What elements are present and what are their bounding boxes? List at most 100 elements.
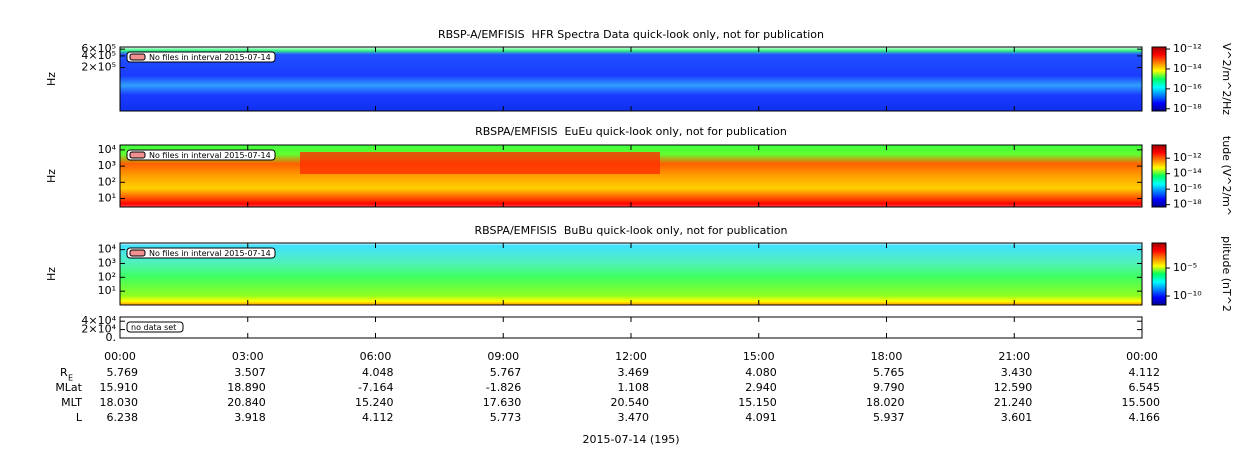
panel-title: RBSP-A/EMFISIS HFR Spectra Data quick-lo…: [438, 28, 824, 41]
ephemeris-value: 2.940: [745, 381, 777, 394]
ephemeris-value: 6.545: [1129, 381, 1161, 394]
spectrogram: [120, 47, 1142, 111]
ephemeris-value: 5.767: [490, 366, 522, 379]
ephemeris-value: 3.507: [234, 366, 266, 379]
colorbar-tick-label: 10⁻¹⁴: [1173, 167, 1202, 180]
ephemeris-value: 4.166: [1129, 411, 1161, 424]
ephemeris-value: 5.769: [107, 366, 139, 379]
ephemeris-value: 21.240: [994, 396, 1033, 409]
colorbar-tick-label: 10⁻¹⁶: [1173, 182, 1202, 195]
ephemeris-value: 18.030: [100, 396, 139, 409]
x-tick-label: 15:00: [743, 350, 775, 363]
panel-title: RBSPA/EMFISIS EuEu quick-look only, not …: [475, 125, 787, 138]
note: no data set: [131, 323, 176, 332]
colorbar-tick-label: 10⁻¹⁸: [1173, 102, 1202, 115]
colorbar-tick-label: 10⁻¹²: [1173, 42, 1202, 55]
colorbar-label: plitude (nT^2: [1220, 236, 1233, 312]
note-box: [126, 247, 276, 259]
ephemeris-value: 1.108: [618, 381, 650, 394]
y-tick-label: 10¹: [98, 284, 116, 297]
ephemeris-subscript: E: [68, 374, 73, 383]
ephemeris-value: 15.500: [1122, 396, 1161, 409]
x-tick-label: 21:00: [998, 350, 1030, 363]
note: No files in interval 2015-07-14: [149, 151, 271, 160]
y-tick-label: 6×10⁵: [81, 42, 116, 55]
note-box: [126, 149, 276, 161]
ephemeris-label: R: [60, 366, 68, 379]
colorbar: [1151, 46, 1167, 112]
ephemeris-value: 18.890: [227, 381, 266, 394]
colorbar: [1151, 242, 1167, 306]
colorbar-tick-label: 10⁻⁵: [1173, 261, 1197, 274]
ephemeris-value: 3.470: [618, 411, 650, 424]
x-tick-label: 03:00: [232, 350, 264, 363]
ephemeris-value: 20.540: [611, 396, 650, 409]
ephemeris-value: 3.601: [1001, 411, 1033, 424]
colorbar-tick-label: 10⁻¹⁰: [1173, 289, 1202, 302]
ephemeris-value: 15.910: [100, 381, 139, 394]
ephemeris-value: 3.918: [234, 411, 266, 424]
y-tick-label: 10³: [98, 159, 116, 172]
ephemeris-label: MLat: [55, 381, 82, 394]
ephemeris-value: 17.630: [483, 396, 522, 409]
x-tick-label: 18:00: [871, 350, 903, 363]
x-tick-label: 06:00: [360, 350, 392, 363]
colorbar-tick-label: 10⁻¹⁶: [1173, 82, 1202, 95]
ephemeris-value: 4.080: [745, 366, 777, 379]
y-tick-label: 0.: [106, 331, 117, 344]
spectrogram-feature: [300, 152, 660, 174]
x-tick-label: 09:00: [487, 350, 519, 363]
note-icon: [129, 53, 146, 61]
date-label: 2015-07-14 (195): [582, 433, 679, 446]
x-tick-label: 12:00: [615, 350, 647, 363]
panel-title: RBSPA/EMFISIS BuBu quick-look only, not …: [475, 224, 788, 237]
ephemeris-value: 20.840: [227, 396, 266, 409]
ephemeris-value: 4.048: [362, 366, 394, 379]
colorbar-tick-label: 10⁻¹²: [1173, 151, 1202, 164]
spectrogram: [120, 243, 1142, 305]
note-box: [126, 51, 276, 63]
note-icon: [129, 249, 146, 257]
y-tick-label: 10⁴: [98, 243, 117, 256]
y-tick-label: 10⁴: [98, 143, 117, 156]
ephemeris-label: L: [76, 411, 83, 424]
ephemeris-value: 12.590: [994, 381, 1033, 394]
y-axis-label: Hz: [45, 267, 58, 281]
ephemeris-value: 3.430: [1001, 366, 1033, 379]
colorbar-tick-label: 10⁻¹⁴: [1173, 62, 1202, 75]
ephemeris-value: 5.937: [873, 411, 905, 424]
x-tick-label: 00:00: [104, 350, 136, 363]
y-tick-label: 10¹: [98, 192, 116, 205]
y-axis-label: Hz: [45, 72, 58, 86]
colorbar-label: tude (V^2/m^: [1220, 136, 1233, 216]
ephemeris-value: 4.112: [362, 411, 394, 424]
y-tick-label: 4×10⁴: [81, 314, 116, 327]
empty-panel: [120, 317, 1142, 338]
note-box: [126, 321, 184, 333]
ephemeris-value: 4.091: [745, 411, 777, 424]
ephemeris-value: 9.790: [873, 381, 905, 394]
y-tick-label: 10²: [98, 175, 116, 188]
y-tick-label: 4×10⁵: [81, 49, 116, 62]
ephemeris-value: 4.112: [1129, 366, 1161, 379]
ephemeris-label: MLT: [61, 396, 82, 409]
ephemeris-value: 18.020: [866, 396, 905, 409]
ephemeris-value: 3.469: [618, 366, 650, 379]
y-tick-label: 10³: [98, 256, 116, 269]
ephemeris-value: 5.773: [490, 411, 522, 424]
note-icon: [129, 151, 146, 159]
colorbar-label: V^2/m^2/Hz: [1220, 43, 1233, 115]
y-axis-label: Hz: [45, 169, 58, 183]
ephemeris-value: 15.150: [738, 396, 777, 409]
y-tick-label: 2×10⁴: [81, 323, 116, 336]
note: No files in interval 2015-07-14: [149, 249, 271, 258]
colorbar-tick-label: 10⁻¹⁸: [1173, 198, 1202, 211]
y-tick-label: 2×10⁵: [81, 61, 116, 74]
y-tick-label: 10²: [98, 270, 116, 283]
ephemeris-value: -1.826: [486, 381, 521, 394]
ephemeris-value: 15.240: [355, 396, 394, 409]
x-tick-label: 00:00: [1126, 350, 1158, 363]
note: No files in interval 2015-07-14: [149, 53, 271, 62]
ephemeris-value: 5.765: [873, 366, 905, 379]
